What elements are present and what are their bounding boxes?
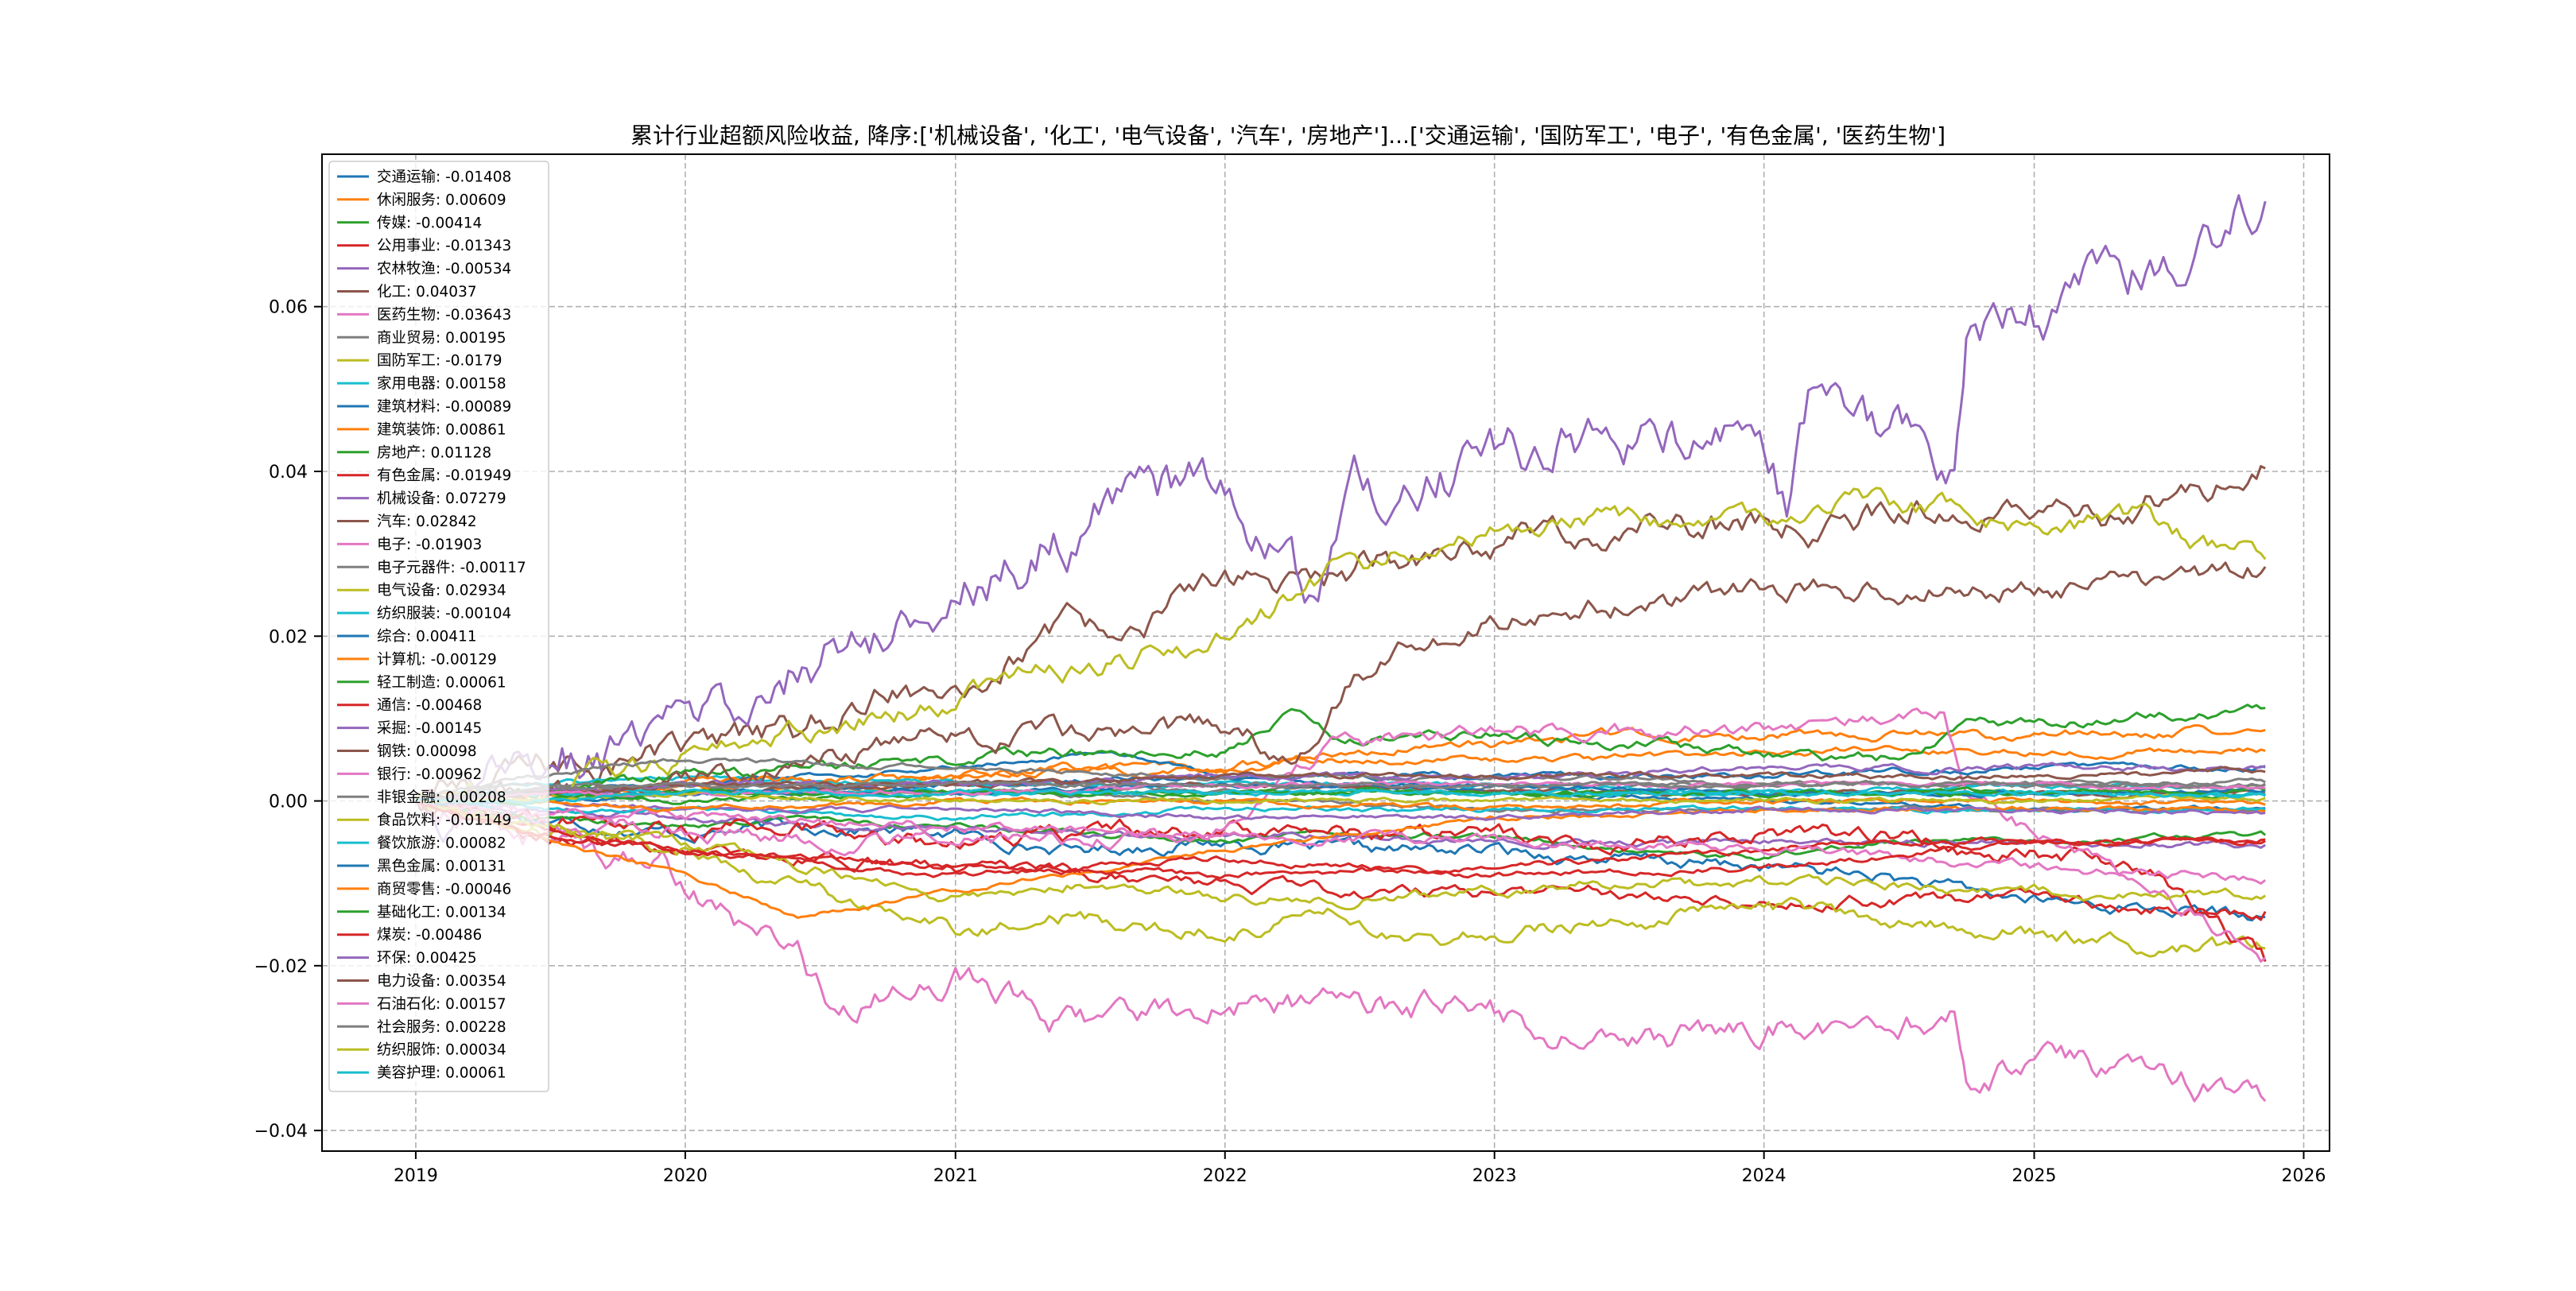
series-line-银行 — [415, 798, 2267, 885]
y-tick-label: −0.02 — [254, 957, 308, 977]
series-line-医药生物 — [416, 796, 2267, 1103]
series-line-煤炭 — [416, 800, 2266, 879]
legend-entry: 汽车: 0.02842 — [377, 514, 477, 530]
series-lines — [415, 194, 2267, 1103]
legend-entry: 通信: -0.00468 — [377, 697, 482, 714]
x-tick-label: 2022 — [1203, 1166, 1247, 1186]
series-line-食品饮料 — [416, 800, 2267, 911]
series-line-基础化工 — [416, 786, 2266, 806]
series-line-电力设备 — [416, 766, 2266, 802]
legend-entry: 建筑装饰: 0.00861 — [377, 421, 506, 438]
legend-entry: 有色金属: -0.01949 — [377, 467, 511, 484]
legend-box — [328, 161, 549, 1092]
legend-entry: 采掘: -0.00145 — [377, 720, 482, 737]
x-tick-label: 2023 — [1472, 1166, 1517, 1186]
legend-entry: 交通运输: -0.01408 — [377, 169, 511, 186]
series-line-化工 — [416, 465, 2266, 805]
legend-entry: 轻工制造: 0.00061 — [377, 674, 506, 691]
legend-entry: 黑色金属: 0.00131 — [377, 859, 506, 875]
series-line-汽车 — [415, 561, 2267, 812]
legend-entry: 钢铁: 0.00098 — [377, 743, 477, 760]
series-line-纺织服饰 — [416, 789, 2266, 806]
legend-entry: 煤炭: -0.00486 — [377, 927, 482, 944]
legend-entry: 基础化工: 0.00134 — [377, 904, 506, 921]
axes: −0.04 −0.02 0.00 0.02 0.04 0.06 2019 2020 2021 20… — [254, 153, 2330, 1186]
y-tick-label: −0.04 — [254, 1122, 308, 1142]
plot-frame — [321, 153, 2330, 1152]
y-tick-label: 0.00 — [269, 793, 308, 812]
series-line-环保 — [416, 762, 2266, 802]
legend-entry: 美容护理: 0.00061 — [377, 1065, 506, 1082]
legend-entry: 非银金融: 0.00208 — [377, 789, 506, 806]
legend-entry: 商贸零售: -0.00046 — [377, 881, 511, 897]
series-line-农林牧渔 — [416, 797, 2266, 851]
legend-entry: 纺织服装: -0.00104 — [377, 606, 511, 622]
series-line-公用事业 — [416, 800, 2267, 921]
legend-entry: 国防军工: -0.0179 — [377, 353, 502, 370]
legend-entry: 石油石化: 0.00157 — [377, 996, 506, 1013]
y-tick-label: 0.06 — [269, 298, 308, 318]
legend-entry: 社会服务: 0.00228 — [377, 1019, 506, 1036]
x-tick-label: 2020 — [663, 1166, 708, 1186]
x-tick-label: 2024 — [1742, 1166, 1787, 1186]
series-line-社会服务 — [416, 777, 2266, 804]
legend-entry: 综合: 0.00411 — [377, 629, 477, 646]
series-line-电气设备 — [415, 487, 2267, 807]
series-line-石油石化 — [416, 780, 2266, 803]
series-line-采掘 — [416, 797, 2266, 821]
series-line-有色金属 — [415, 800, 2267, 962]
legend-entry: 家用电器: 0.00158 — [377, 376, 506, 393]
x-tick-label: 2021 — [933, 1166, 978, 1186]
series-line-房地产 — [415, 704, 2266, 807]
legend-entry: 电子: -0.01903 — [377, 537, 482, 553]
legend-entry: 电子元器件: -0.00117 — [377, 560, 526, 576]
legend-entry: 商业贸易: 0.00195 — [377, 330, 506, 347]
legend: 交通运输: -0.01408 休闲服务: 0.00609 传媒: -0.00414 公… — [328, 161, 549, 1092]
legend-entry: 传媒: -0.00414 — [377, 215, 482, 231]
legend-entry: 食品饮料: -0.01149 — [377, 812, 511, 829]
legend-entry: 电力设备: 0.00354 — [377, 973, 506, 990]
legend-entry: 计算机: -0.00129 — [377, 651, 497, 668]
x-tick-label: 2026 — [2281, 1166, 2326, 1186]
legend-entry: 餐饮旅游: 0.00082 — [377, 835, 506, 852]
legend-entry: 房地产: 0.01128 — [377, 444, 491, 461]
y-tick-label: 0.04 — [269, 463, 308, 483]
legend-entry: 化工: 0.04037 — [377, 284, 477, 300]
x-tick-label: 2019 — [394, 1166, 438, 1186]
legend-entry: 环保: 0.00425 — [377, 950, 477, 967]
series-line-美容护理 — [416, 787, 2266, 805]
legend-entry: 纺织服饰: 0.00034 — [377, 1042, 506, 1059]
legend-entry: 医药生物: -0.03643 — [377, 307, 511, 324]
series-line-电子 — [415, 708, 2267, 963]
chart-title: 累计行业超额风险收益, 降序:['机械设备', '化工', '电气设备', '汽… — [630, 122, 1946, 149]
series-line-计算机 — [416, 800, 2266, 919]
legend-entry: 电气设备: 0.02934 — [377, 583, 506, 599]
legend-entry: 农林牧渔: -0.00534 — [377, 261, 511, 277]
series-line-国防军工 — [416, 800, 2266, 958]
series-line-机械设备 — [416, 194, 2267, 843]
y-tick-label: 0.02 — [269, 627, 308, 647]
legend-entry: 休闲服务: 0.00609 — [377, 192, 506, 208]
legend-entry: 建筑材料: -0.00089 — [377, 399, 511, 416]
series-line-建筑装饰 — [416, 724, 2266, 802]
x-tick-label: 2025 — [2012, 1166, 2057, 1186]
legend-entry: 公用事业: -0.01343 — [377, 238, 511, 254]
legend-entry: 银行: -0.00962 — [377, 766, 482, 783]
legend-entry: 机械设备: 0.07279 — [377, 490, 506, 507]
